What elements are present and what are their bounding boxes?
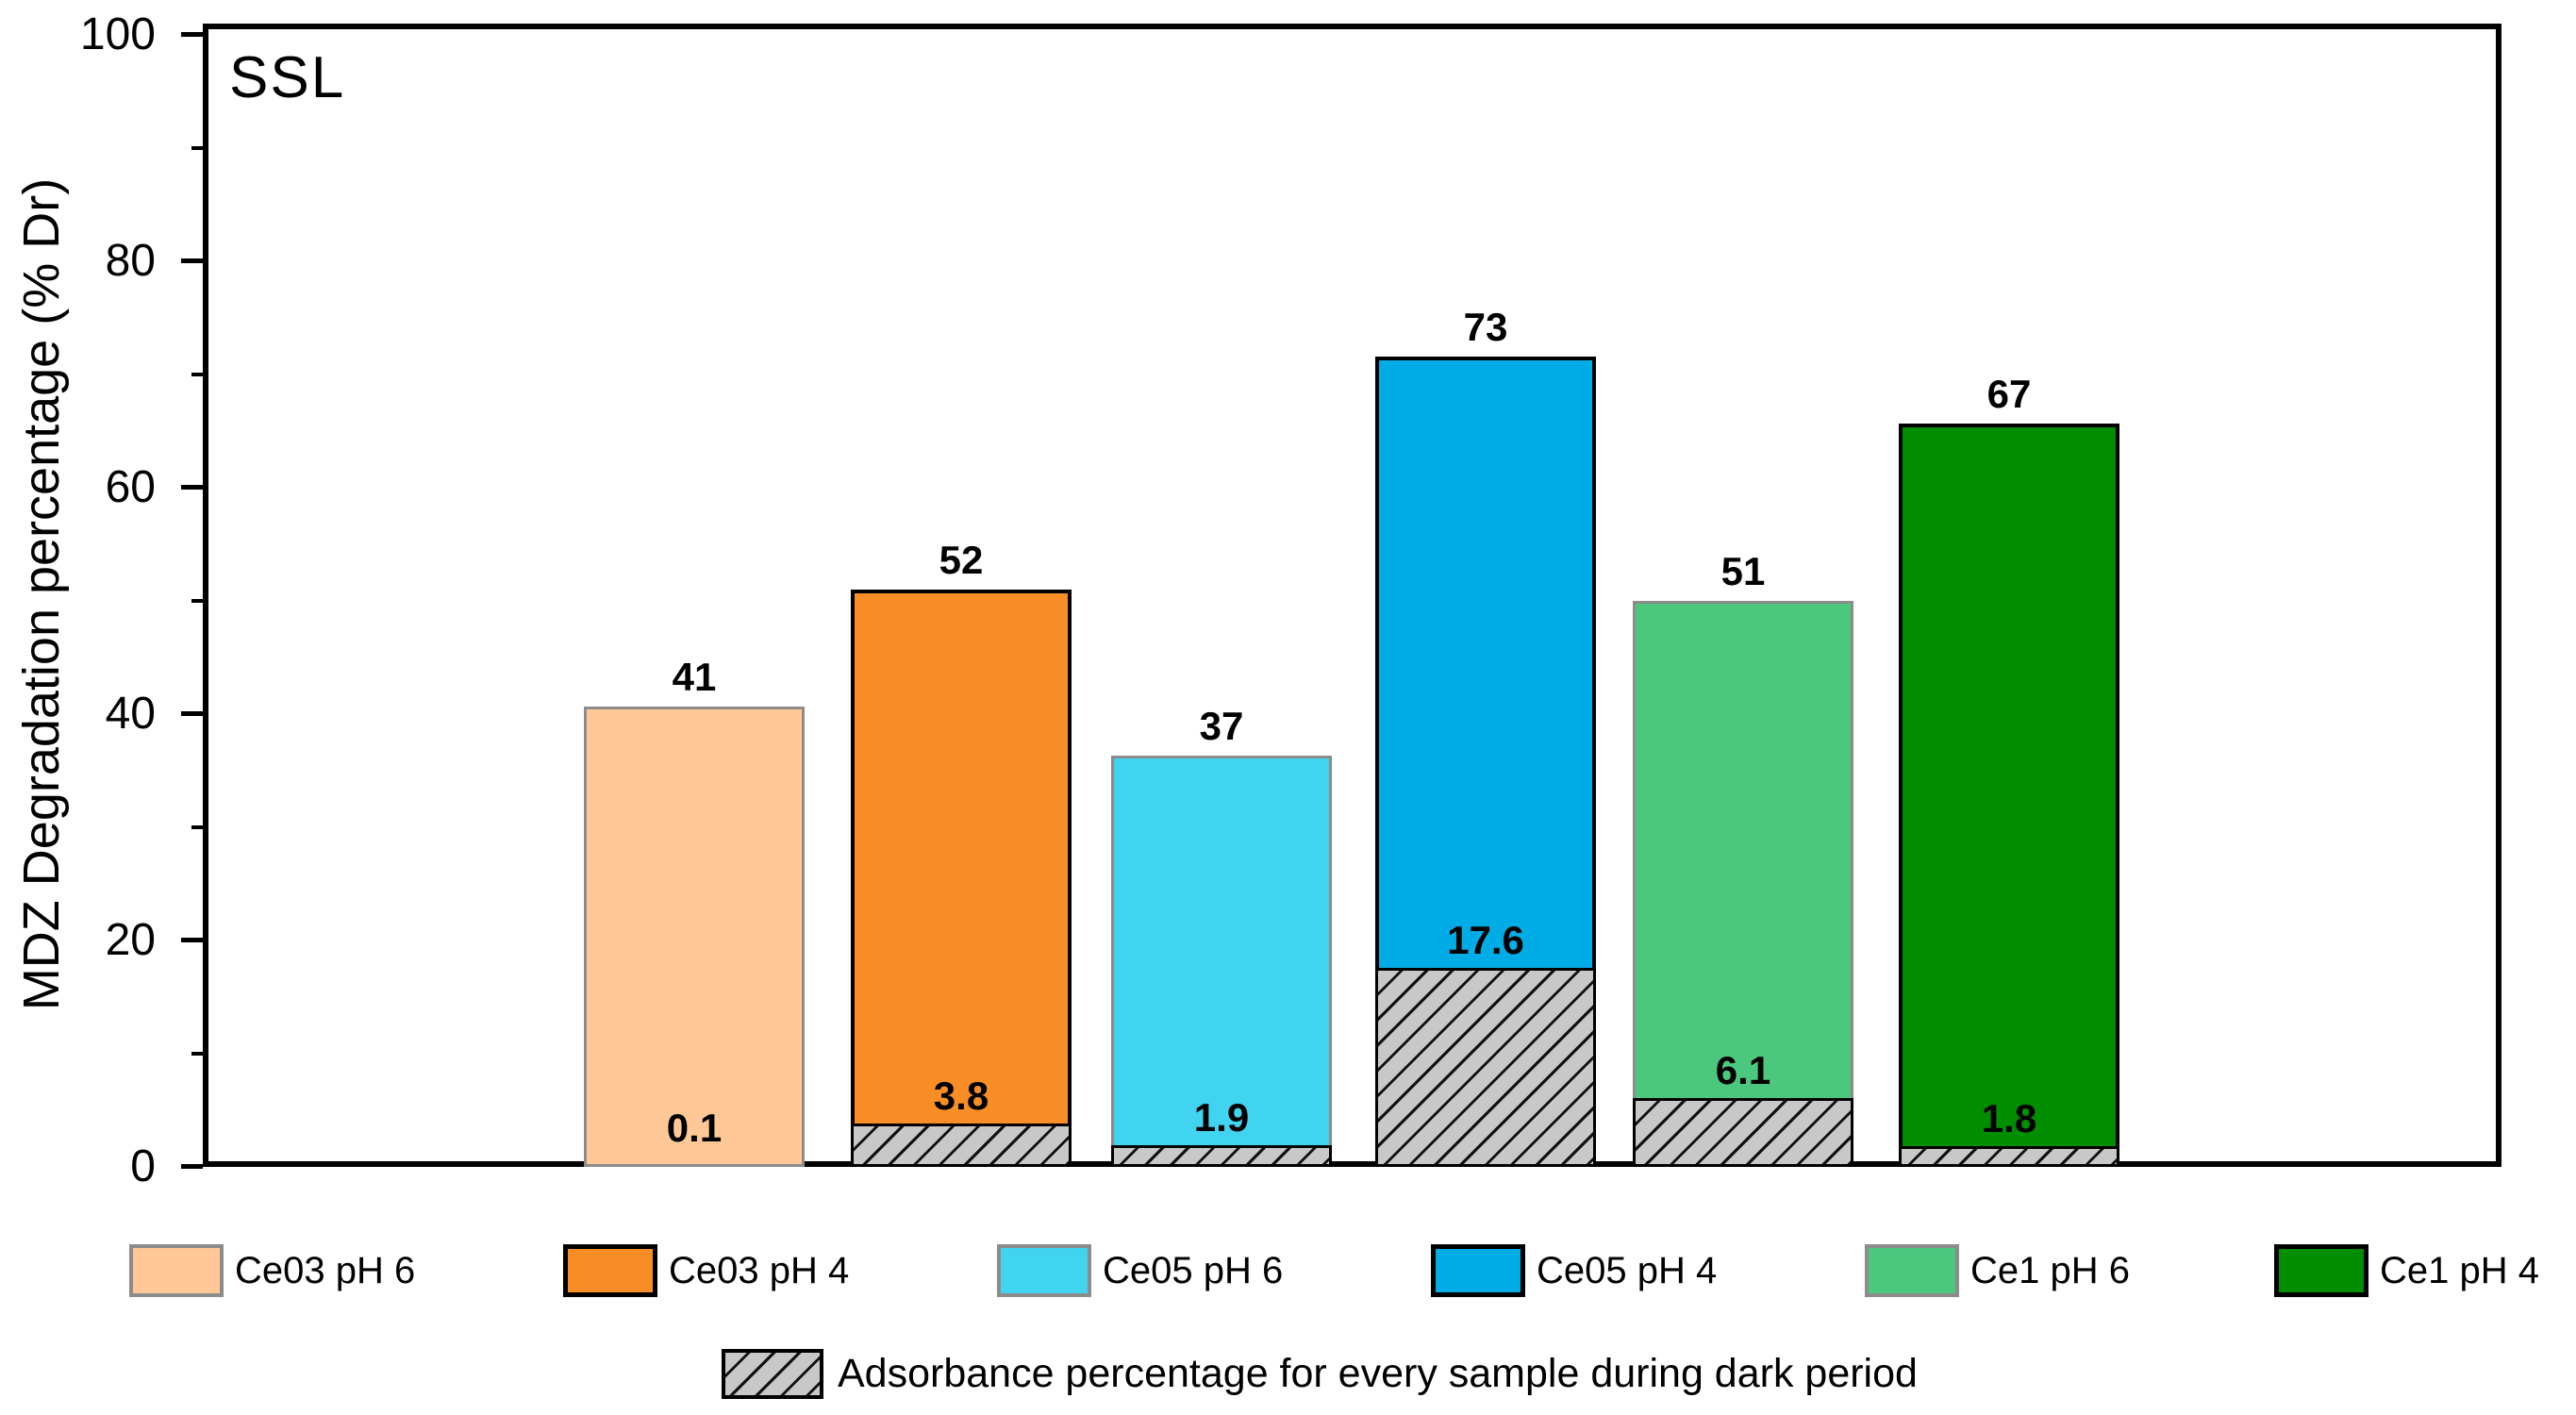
bar-ce03-ph-6-adsorbance-label: 0.1 <box>666 1106 723 1150</box>
y-major-tick-20 <box>181 938 203 942</box>
y-major-tick-0 <box>181 1164 203 1169</box>
legend-label-ce05-ph-4: Ce05 pH 4 <box>1537 1250 1718 1291</box>
legend-swatch-ce03-ph-6 <box>129 1244 224 1297</box>
hatch-legend-label: Adsorbance percentage for every sample d… <box>838 1351 1918 1396</box>
bar-ce05-ph-6-adsorbance-label: 1.9 <box>1193 1095 1250 1140</box>
bar-ce1-ph-4-value-label: 67 <box>1986 372 2032 416</box>
plot-area: SSL 0 20 40 60 80 100 41 0.1 52 3.8 37 1.9 73 17.6 51… <box>80 12 2501 1190</box>
y-minor-tick-90 <box>191 146 203 150</box>
y-minor-tick-30 <box>191 825 203 829</box>
bar-ce1-ph-6-value-label: 51 <box>1720 549 1766 593</box>
y-major-tick-80 <box>181 258 203 263</box>
bar-ce1-ph-4 <box>1899 424 2119 1167</box>
bar-ce03-ph-6-value-label: 41 <box>672 655 717 699</box>
legend-swatch-ce05-ph-6 <box>997 1244 1091 1297</box>
y-tick-label-60: 60 <box>105 462 156 512</box>
bar-ce03-ph-4-adsorbance-label: 3.8 <box>933 1074 989 1118</box>
legend-label-ce03-ph-6: Ce03 pH 6 <box>235 1250 416 1291</box>
hatch-legend-swatch <box>722 1349 823 1399</box>
y-tick-label-20: 20 <box>105 915 156 965</box>
legend-swatch-ce05-ph-4 <box>1431 1244 1525 1297</box>
y-minor-tick-50 <box>191 599 203 603</box>
legend-swatch-ce1-ph-4 <box>2274 1244 2368 1297</box>
bar-ce05-ph-6-value-label: 37 <box>1199 704 1244 748</box>
y-tick-label-100: 100 <box>79 9 156 59</box>
legend-swatch-ce03-ph-4 <box>563 1244 657 1297</box>
legend-label-ce05-ph-6: Ce05 pH 6 <box>1103 1250 1284 1291</box>
bar-ce05-ph-4-adsorbance-hatch <box>1375 968 1596 1167</box>
bar-ce03-ph-6 <box>584 707 805 1167</box>
bar-ce05-ph-4-adsorbance-label: 17.6 <box>1447 918 1524 962</box>
bar-ce05-ph-4-value-label: 73 <box>1463 305 1508 349</box>
y-tick-label-0: 0 <box>130 1141 156 1191</box>
legend-label-ce1-ph-4: Ce1 pH 4 <box>2380 1250 2539 1291</box>
y-axis-title: MDZ Degradation percentage (% Dr) <box>13 177 70 1011</box>
bar-ce1-ph-6-adsorbance-label: 6.1 <box>1715 1048 1771 1092</box>
bar-ce1-ph-6 <box>1633 601 1853 1167</box>
plot-annotation: SSL <box>229 45 346 110</box>
bar-ce1-ph-6-adsorbance-hatch <box>1633 1098 1853 1167</box>
bar-ce03-ph-4 <box>851 590 1072 1167</box>
bar-ce1-ph-4-adsorbance-label: 1.8 <box>1981 1096 2037 1140</box>
bar-ce1-ph-4-adsorbance-hatch <box>1899 1146 2119 1167</box>
y-tick-label-80: 80 <box>105 236 156 286</box>
y-major-tick-100 <box>181 32 203 37</box>
y-major-tick-40 <box>181 711 203 716</box>
y-major-tick-60 <box>181 485 203 490</box>
y-minor-tick-70 <box>191 373 203 376</box>
legend-swatch-ce1-ph-6 <box>1865 1244 1959 1297</box>
legend-label-ce1-ph-6: Ce1 pH 6 <box>1970 1250 2130 1291</box>
bar-ce05-ph-6-adsorbance-hatch <box>1111 1145 1332 1167</box>
plot-frame <box>203 24 2501 1167</box>
bar-ce03-ph-4-value-label: 52 <box>939 538 984 582</box>
legend-label-ce03-ph-4: Ce03 pH 4 <box>669 1250 850 1291</box>
y-minor-tick-10 <box>191 1052 203 1056</box>
y-tick-label-40: 40 <box>105 689 156 739</box>
bar-ce03-ph-4-adsorbance-hatch <box>851 1124 1072 1167</box>
